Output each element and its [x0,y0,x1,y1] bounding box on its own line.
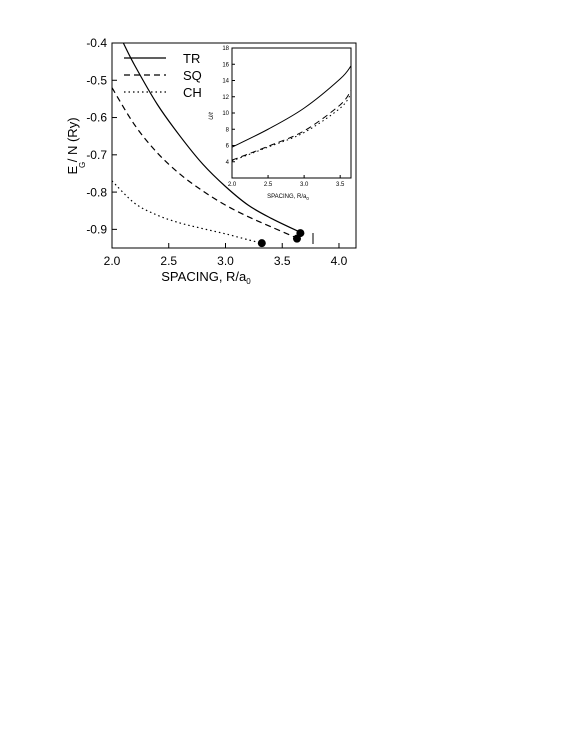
data-point-marker [296,229,305,238]
y-tick-label: 4 [226,160,230,166]
x-tick-label: 2.0 [104,254,121,268]
x-tick-label: 3.5 [274,254,291,268]
main-series [111,42,301,244]
inset-chart: 2.0 2.5 3.0 3.5 4 6 8 10 12 14 16 18 SPACING, R/a0… [209,46,352,201]
main-x-axis-label-subscript: 0 [246,277,251,286]
main-plot-frame [111,42,357,249]
x-tick-label: 3.0 [217,254,234,268]
legend-label-ch: CH [183,85,202,100]
y-tick-label: -0.9 [86,223,107,237]
legend-label-tr: TR [183,51,200,66]
inset-series [231,65,352,162]
y-tick-label: 6 [226,144,230,150]
main-x-axis-label: SPACING, R/a0 [161,269,251,286]
series-line-ch [111,180,262,244]
y-tick-label: 12 [222,95,229,101]
data-point-marker [257,239,266,248]
series-line-solid [231,65,352,148]
series-line-tr [122,42,301,233]
main-markers [257,229,305,248]
x-tick-label: 2.5 [264,182,273,188]
main-chart: 2.0 2.5 3.0 3.5 4.0 -0.4 -0.5 -0.6 -0.7 -0.8 -0.9… [65,36,357,286]
x-tick-label: 3.5 [336,182,345,188]
x-tick-label: 4.0 [331,254,348,268]
y-tick-label: 10 [222,111,229,117]
inset-x-axis-label: SPACING, R/a0 [267,194,309,201]
legend-label-sq: SQ [183,68,202,83]
inset-y-axis-label: U/t [209,112,215,120]
legend: TR SQ CH [124,51,202,100]
inset-y-ticks: 4 6 8 10 12 14 16 18 [222,46,235,166]
y-tick-label: 8 [226,127,230,133]
main-x-axis-label-text: SPACING, R/a [161,269,247,284]
main-y-axis-label-subscript: G [78,162,87,168]
y-tick-label: -0.5 [86,73,107,87]
main-y-ticks: -0.4 -0.5 -0.6 -0.7 -0.8 -0.9 [86,36,117,237]
series-line-dotted [231,93,352,162]
y-tick-label: -0.7 [86,148,107,162]
x-tick-label: 2.5 [160,254,177,268]
y-tick-label: -0.4 [86,36,107,50]
y-tick-label: -0.6 [86,111,107,125]
x-tick-label: 3.0 [300,182,309,188]
inset-x-axis-label-subscript: 0 [306,196,309,201]
main-x-ticks: 2.0 2.5 3.0 3.5 4.0 [104,243,348,268]
y-tick-label: 14 [222,79,229,85]
x-tick-label: 2.0 [228,182,237,188]
inset-plot-frame [231,47,352,179]
y-tick-label: -0.8 [86,185,107,199]
main-y-axis-label-text: E / N (Ry) [65,117,80,174]
series-line-sq [111,87,297,239]
y-tick-label: 18 [222,46,229,52]
inset-x-ticks: 2.0 2.5 3.0 3.5 [228,175,345,188]
inset-x-axis-label-text: SPACING, R/a [267,194,307,200]
y-tick-label: 16 [222,62,229,68]
main-y-axis-label: E / N (Ry) G [65,117,87,174]
